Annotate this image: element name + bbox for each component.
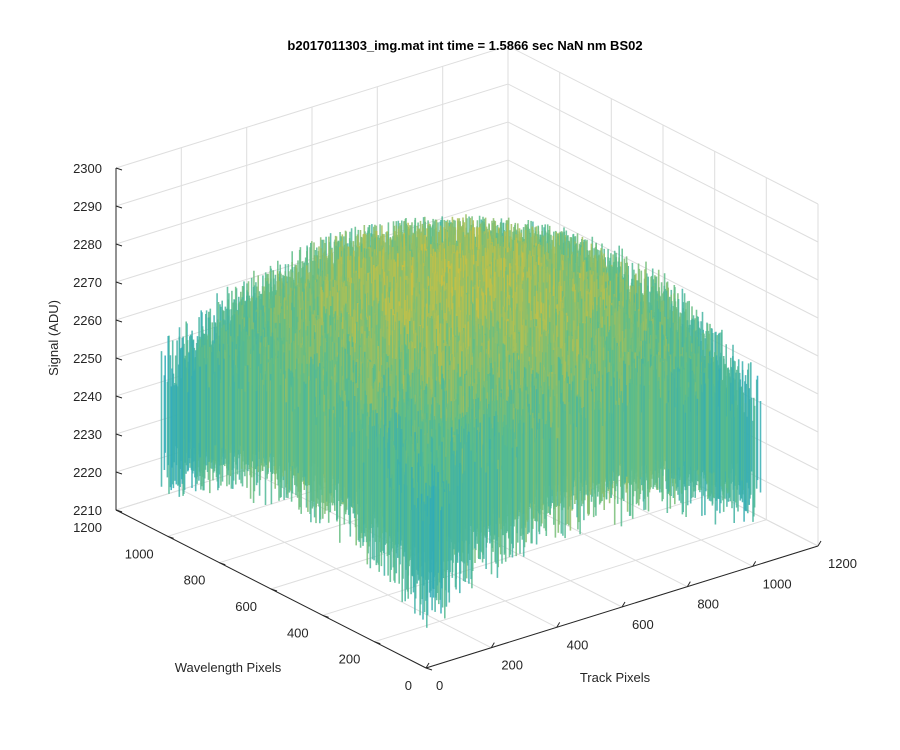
surface bbox=[160, 214, 762, 628]
z-gridline bbox=[115, 45, 819, 205]
